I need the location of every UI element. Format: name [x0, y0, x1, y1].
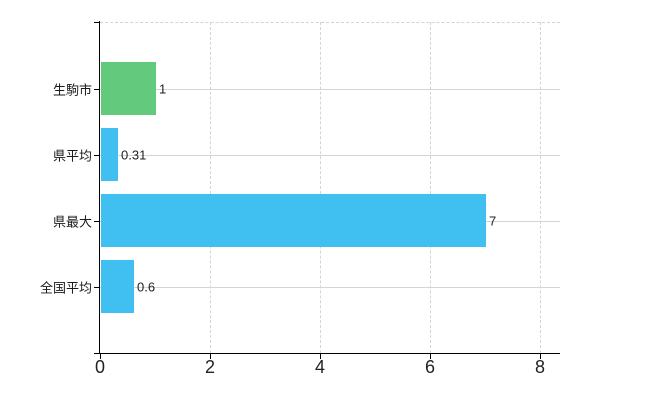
x-tick-mark — [430, 354, 431, 359]
x-tick-mark — [210, 354, 211, 359]
grid-line-vertical — [430, 22, 431, 353]
bar-value-label: 0.6 — [137, 279, 156, 295]
x-tick-mark — [100, 354, 101, 359]
bar-value-label: 0.31 — [121, 147, 147, 163]
bar — [101, 194, 486, 247]
x-tick-label: 4 — [314, 357, 325, 377]
bar-value-label: 1 — [159, 81, 167, 97]
y-tick-mark — [94, 221, 99, 222]
x-tick-label: 6 — [424, 357, 435, 377]
grid-line-horizontal — [100, 155, 560, 156]
grid-line-horizontal — [100, 287, 560, 288]
bar-value-label: 7 — [489, 213, 497, 229]
y-tick-mark — [94, 287, 99, 288]
x-tick-label: 0 — [94, 357, 105, 377]
category-label: 生駒市 — [52, 82, 92, 98]
category-label: 県最大 — [52, 214, 92, 230]
category-label: 全国平均 — [39, 280, 92, 296]
grid-line-vertical — [540, 22, 541, 353]
grid-line-vertical — [210, 22, 211, 353]
y-tick-mark — [94, 22, 99, 23]
grid-line-horizontal — [100, 89, 560, 90]
grid-line-vertical — [320, 22, 321, 353]
y-tick-mark — [94, 89, 99, 90]
x-tick-mark — [540, 354, 541, 359]
y-axis-line — [99, 21, 100, 354]
x-tick-label: 8 — [534, 357, 545, 377]
bar — [101, 260, 134, 313]
bar — [101, 128, 118, 181]
x-tick-label: 2 — [204, 357, 215, 377]
bar — [101, 62, 156, 115]
x-tick-mark — [320, 354, 321, 359]
y-tick-mark — [94, 155, 99, 156]
plot-top-border — [100, 22, 560, 23]
x-axis-line — [94, 353, 560, 354]
category-label: 県平均 — [52, 148, 92, 164]
